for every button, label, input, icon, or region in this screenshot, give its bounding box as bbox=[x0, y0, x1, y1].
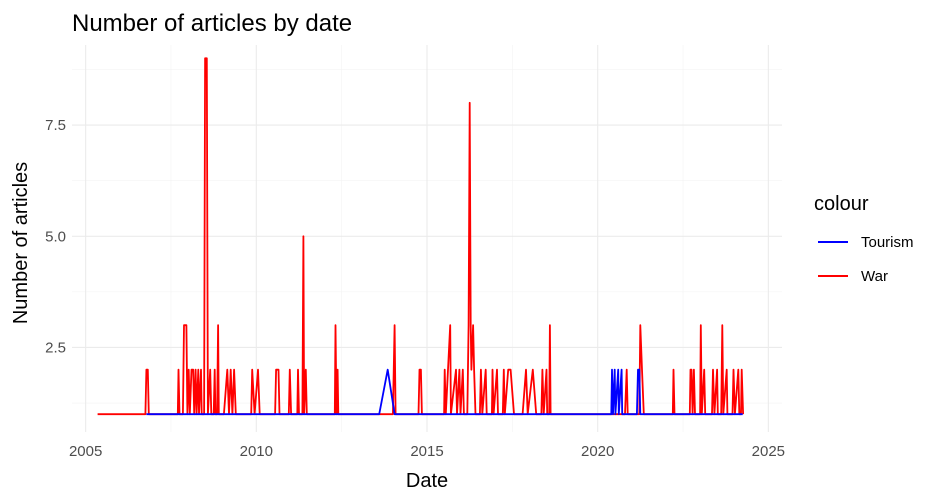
series-layer bbox=[97, 57, 744, 416]
x-tick-label: 2025 bbox=[752, 443, 785, 460]
x-axis-ticks: 2005 2010 2015 2020 2025 bbox=[69, 443, 785, 460]
series-line-tourism bbox=[146, 368, 743, 416]
legend: colour Tourism War bbox=[814, 193, 914, 285]
x-tick-label: 2010 bbox=[240, 443, 273, 460]
x-tick-label: 2015 bbox=[410, 443, 443, 460]
y-axis-ticks: 2.5 5.0 7.5 bbox=[45, 117, 66, 356]
y-tick-label: 2.5 bbox=[45, 339, 66, 356]
x-axis-title: Date bbox=[406, 470, 448, 492]
y-axis-title: Number of articles bbox=[10, 162, 32, 324]
legend-label-tourism: Tourism bbox=[861, 234, 914, 251]
chart-title: Number of articles by date bbox=[72, 10, 352, 37]
legend-label-war: War bbox=[861, 268, 888, 285]
y-tick-label: 5.0 bbox=[45, 228, 66, 245]
legend-title: colour bbox=[814, 193, 869, 215]
x-tick-label: 2020 bbox=[581, 443, 614, 460]
y-tick-label: 7.5 bbox=[45, 117, 66, 134]
x-tick-label: 2005 bbox=[69, 443, 102, 460]
grid bbox=[72, 45, 782, 432]
